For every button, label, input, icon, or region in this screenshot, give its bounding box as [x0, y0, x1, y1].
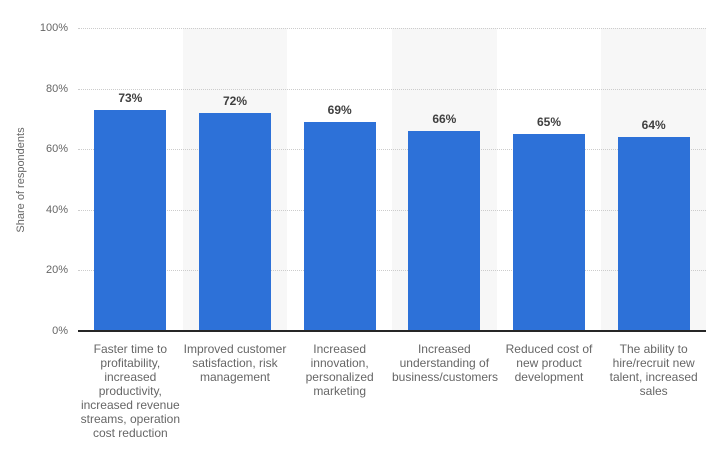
bar-value-label: 64% — [641, 118, 666, 133]
bar[interactable] — [303, 121, 376, 331]
bar-value-label: 69% — [327, 102, 352, 117]
gridline — [78, 88, 706, 90]
x-category-label: The ability to hire/recruit new talent, … — [609, 342, 698, 398]
bar-value-label: 65% — [536, 115, 561, 130]
x-category-label: Faster time to profitability, increased … — [80, 342, 181, 440]
bar-value-label: 72% — [222, 93, 247, 108]
bar-value-label: 66% — [432, 112, 457, 127]
bar-value-label: 73% — [118, 90, 143, 105]
gridline — [78, 149, 706, 151]
x-category-label: Reduced cost of new product development — [505, 342, 593, 384]
bar[interactable] — [94, 109, 167, 331]
bar[interactable] — [408, 131, 481, 331]
bar[interactable] — [617, 137, 690, 331]
x-axis-line — [78, 330, 706, 332]
x-category-label: Increased innovation, personalized marke… — [305, 342, 374, 398]
y-tick-label: 0% — [52, 325, 68, 337]
bar[interactable] — [513, 134, 585, 331]
gridline — [78, 270, 706, 272]
y-tick-label: 20% — [45, 264, 68, 277]
gridline — [78, 209, 706, 211]
y-tick-label: 40% — [45, 203, 68, 216]
y-tick-label: 100% — [39, 22, 68, 34]
y-tick-label: 60% — [45, 143, 68, 156]
gridline — [78, 28, 706, 29]
x-category-label: Increased understanding of business/cust… — [392, 342, 499, 384]
bar[interactable] — [199, 112, 271, 331]
x-category-label: Improved customer satisfaction, risk man… — [183, 342, 287, 384]
y-tick-label: 80% — [45, 82, 68, 95]
